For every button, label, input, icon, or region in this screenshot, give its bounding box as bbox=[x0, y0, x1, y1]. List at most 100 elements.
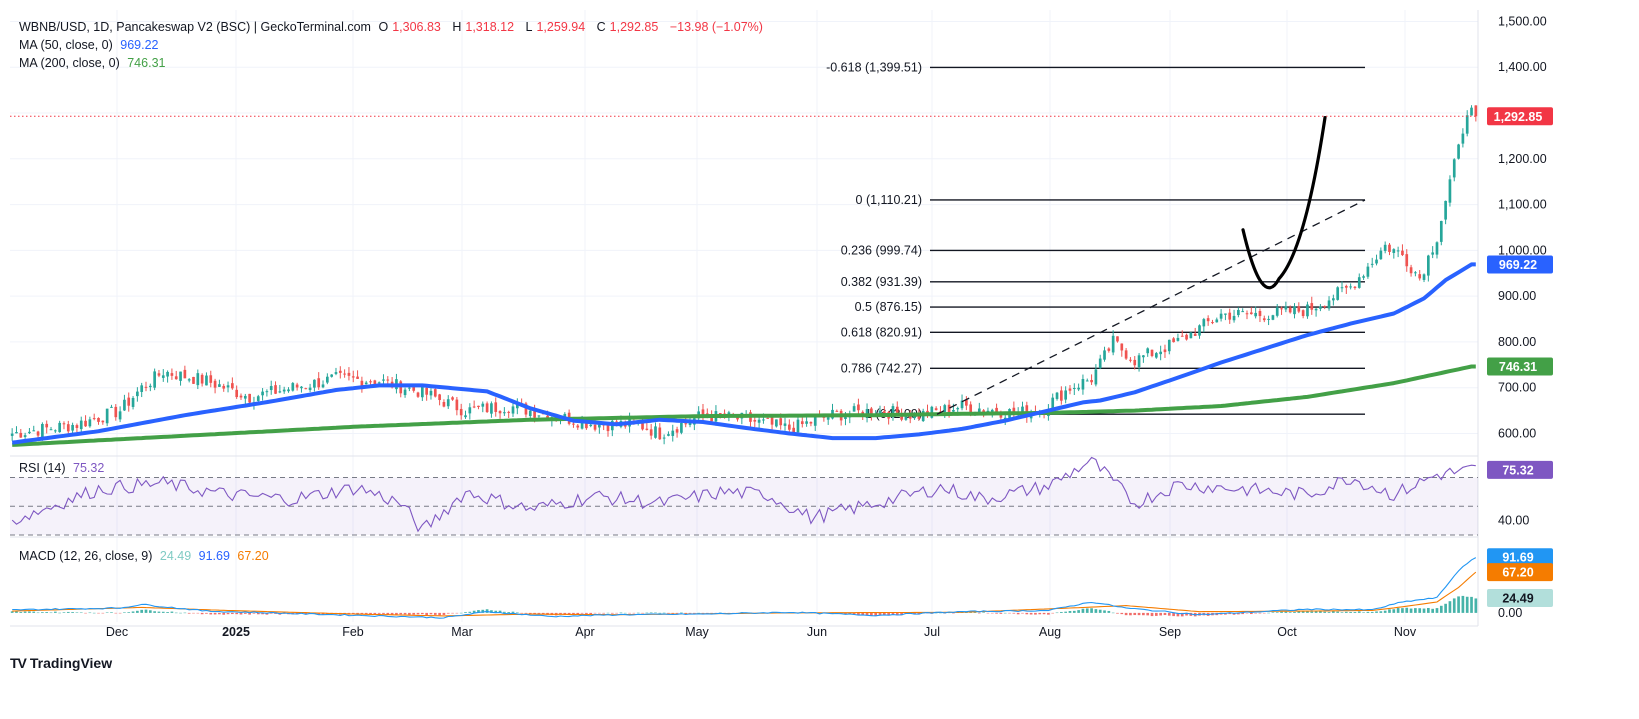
candle[interactable] bbox=[490, 401, 493, 418]
candle[interactable] bbox=[887, 410, 890, 425]
rsi-legend[interactable]: RSI (14) 75.32 bbox=[19, 460, 108, 476]
candle[interactable] bbox=[1349, 283, 1352, 290]
candle[interactable] bbox=[287, 387, 290, 393]
ma50-legend[interactable]: MA (50, close, 0) 969.22 bbox=[19, 37, 163, 53]
candle[interactable] bbox=[1064, 386, 1068, 404]
candle[interactable] bbox=[1396, 246, 1400, 258]
candle[interactable] bbox=[1388, 242, 1391, 256]
candle[interactable] bbox=[511, 401, 515, 417]
candle[interactable] bbox=[351, 370, 355, 383]
candle[interactable] bbox=[1072, 383, 1076, 396]
candle[interactable] bbox=[1461, 128, 1465, 148]
candle[interactable] bbox=[19, 428, 23, 438]
candle[interactable] bbox=[179, 371, 182, 386]
candle[interactable] bbox=[1206, 315, 1210, 326]
candle[interactable] bbox=[218, 379, 221, 387]
candle[interactable] bbox=[317, 372, 321, 390]
candle[interactable] bbox=[645, 422, 649, 431]
candle[interactable] bbox=[783, 417, 787, 431]
candle[interactable] bbox=[930, 405, 934, 419]
candle[interactable] bbox=[481, 401, 485, 413]
candle[interactable] bbox=[1077, 383, 1080, 392]
ma50-line[interactable] bbox=[11, 262, 1476, 445]
candle[interactable] bbox=[1094, 364, 1098, 387]
candle[interactable] bbox=[1405, 249, 1409, 272]
candle[interactable] bbox=[753, 416, 757, 428]
candle[interactable] bbox=[243, 393, 247, 405]
candle[interactable] bbox=[386, 376, 390, 385]
candle[interactable] bbox=[1375, 254, 1378, 266]
candle[interactable] bbox=[1452, 158, 1456, 182]
candle[interactable] bbox=[101, 420, 105, 425]
candle[interactable] bbox=[166, 370, 169, 383]
candle[interactable] bbox=[455, 396, 459, 416]
candle[interactable] bbox=[1189, 332, 1193, 339]
candle[interactable] bbox=[32, 425, 36, 432]
candle[interactable] bbox=[161, 369, 165, 382]
candle[interactable] bbox=[1211, 319, 1214, 325]
candle[interactable] bbox=[1383, 241, 1387, 254]
candle[interactable] bbox=[1362, 274, 1365, 280]
candle[interactable] bbox=[226, 381, 230, 393]
candle[interactable] bbox=[205, 372, 208, 386]
candle[interactable] bbox=[1159, 345, 1162, 361]
candle[interactable] bbox=[308, 383, 312, 393]
candle[interactable] bbox=[192, 376, 195, 385]
candle[interactable] bbox=[144, 381, 148, 392]
candle[interactable] bbox=[326, 373, 329, 385]
candle[interactable] bbox=[416, 391, 420, 398]
candle[interactable] bbox=[515, 398, 519, 415]
candle[interactable] bbox=[347, 367, 351, 381]
candle[interactable] bbox=[1198, 324, 1201, 339]
candle[interactable] bbox=[136, 387, 139, 402]
candle[interactable] bbox=[1219, 309, 1223, 322]
candle[interactable] bbox=[576, 423, 580, 430]
candle[interactable] bbox=[1319, 304, 1322, 312]
candle[interactable] bbox=[1306, 301, 1309, 319]
candle[interactable] bbox=[960, 394, 964, 411]
candle[interactable] bbox=[429, 388, 433, 400]
candle[interactable] bbox=[425, 386, 428, 401]
candle[interactable] bbox=[1055, 391, 1059, 401]
candle[interactable] bbox=[1267, 315, 1270, 326]
candle[interactable] bbox=[295, 382, 299, 391]
candle[interactable] bbox=[140, 382, 144, 398]
candle[interactable] bbox=[442, 399, 446, 408]
candle[interactable] bbox=[654, 422, 657, 439]
candle[interactable] bbox=[1124, 348, 1128, 360]
candle[interactable] bbox=[1392, 248, 1396, 259]
candle[interactable] bbox=[88, 416, 92, 428]
candle[interactable] bbox=[1336, 286, 1340, 301]
candle[interactable] bbox=[291, 381, 295, 392]
candle[interactable] bbox=[878, 405, 882, 415]
candle[interactable] bbox=[313, 379, 316, 392]
candle[interactable] bbox=[1060, 386, 1063, 405]
tradingview-logo[interactable]: TV TradingView bbox=[10, 655, 112, 671]
candle[interactable] bbox=[1185, 333, 1188, 341]
candle[interactable] bbox=[1344, 284, 1348, 294]
candle[interactable] bbox=[304, 387, 308, 390]
candle[interactable] bbox=[1215, 317, 1219, 323]
candle[interactable] bbox=[857, 398, 860, 416]
candle[interactable] bbox=[1327, 296, 1331, 311]
candle[interactable] bbox=[261, 388, 264, 401]
candle[interactable] bbox=[433, 387, 437, 398]
candle[interactable] bbox=[1431, 246, 1435, 259]
candle[interactable] bbox=[1103, 346, 1106, 362]
macd-line[interactable] bbox=[12, 557, 1477, 619]
candle[interactable] bbox=[835, 409, 839, 412]
candle[interactable] bbox=[338, 366, 342, 379]
candle[interactable] bbox=[995, 403, 998, 413]
candle[interactable] bbox=[213, 378, 217, 394]
candle[interactable] bbox=[697, 406, 701, 423]
candle[interactable] bbox=[239, 393, 243, 400]
candle[interactable] bbox=[1284, 301, 1288, 313]
candle[interactable] bbox=[170, 368, 174, 380]
candle[interactable] bbox=[494, 397, 498, 417]
candle[interactable] bbox=[360, 376, 364, 393]
candle[interactable] bbox=[187, 378, 191, 383]
candle[interactable] bbox=[680, 421, 683, 435]
candle[interactable] bbox=[222, 383, 226, 392]
candle[interactable] bbox=[183, 365, 187, 379]
